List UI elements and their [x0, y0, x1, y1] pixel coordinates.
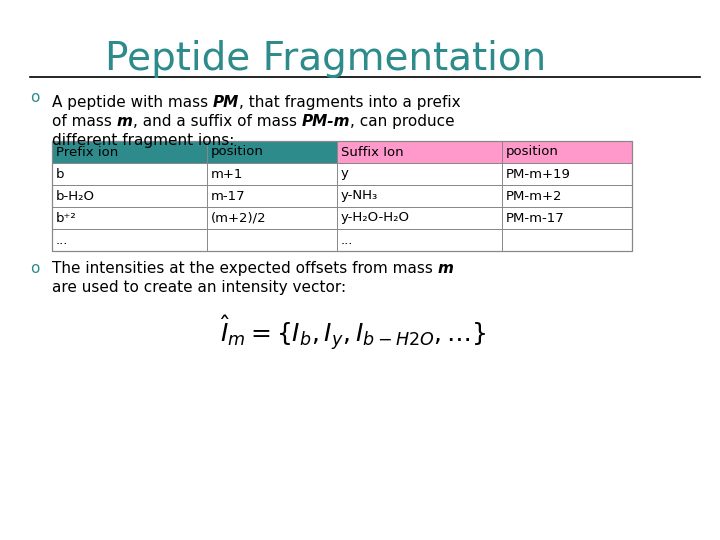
Text: m: m	[117, 114, 132, 129]
Text: position: position	[211, 145, 264, 159]
Text: ...: ...	[341, 233, 354, 246]
Text: $\hat{I}_m = \{I_b, I_y, I_{b-H2O}, \ldots\}$: $\hat{I}_m = \{I_b, I_y, I_{b-H2O}, \ldo…	[220, 314, 487, 353]
Text: , and a suffix of mass: , and a suffix of mass	[132, 114, 302, 129]
FancyBboxPatch shape	[52, 141, 337, 163]
Text: position: position	[506, 145, 559, 159]
Text: Suffix Ion: Suffix Ion	[341, 145, 404, 159]
Text: Prefix ion: Prefix ion	[56, 145, 118, 159]
Text: PM-m: PM-m	[302, 114, 350, 129]
Text: o: o	[30, 261, 40, 276]
Text: (m+2)/2: (m+2)/2	[211, 212, 266, 225]
Text: y-H₂O-H₂O: y-H₂O-H₂O	[341, 212, 410, 225]
Text: PM-m+2: PM-m+2	[506, 190, 562, 202]
FancyBboxPatch shape	[337, 141, 632, 163]
FancyBboxPatch shape	[52, 229, 632, 251]
FancyBboxPatch shape	[52, 163, 632, 185]
Text: Peptide Fragmentation: Peptide Fragmentation	[105, 40, 546, 78]
Text: m+1: m+1	[211, 167, 243, 180]
Text: m-17: m-17	[211, 190, 246, 202]
Text: y-NH₃: y-NH₃	[341, 190, 378, 202]
Text: , can produce: , can produce	[350, 114, 454, 129]
Text: PM: PM	[213, 95, 239, 110]
Text: , that fragments into a prefix: , that fragments into a prefix	[239, 95, 461, 110]
Text: PM-m+19: PM-m+19	[506, 167, 571, 180]
Text: b: b	[56, 167, 65, 180]
Text: o: o	[30, 90, 40, 105]
Text: b-H₂O: b-H₂O	[56, 190, 95, 202]
Text: y: y	[341, 167, 349, 180]
Text: ...: ...	[56, 233, 68, 246]
Text: m: m	[438, 261, 454, 276]
Text: The intensities at the expected offsets from mass: The intensities at the expected offsets …	[52, 261, 438, 276]
FancyBboxPatch shape	[52, 185, 632, 207]
Text: PM-m-17: PM-m-17	[506, 212, 564, 225]
Text: A peptide with mass: A peptide with mass	[52, 95, 213, 110]
Text: b⁺²: b⁺²	[56, 212, 77, 225]
Text: are used to create an intensity vector:: are used to create an intensity vector:	[52, 280, 346, 295]
Text: different fragment ions:: different fragment ions:	[52, 133, 235, 148]
Text: of mass: of mass	[52, 114, 117, 129]
FancyBboxPatch shape	[52, 207, 632, 229]
